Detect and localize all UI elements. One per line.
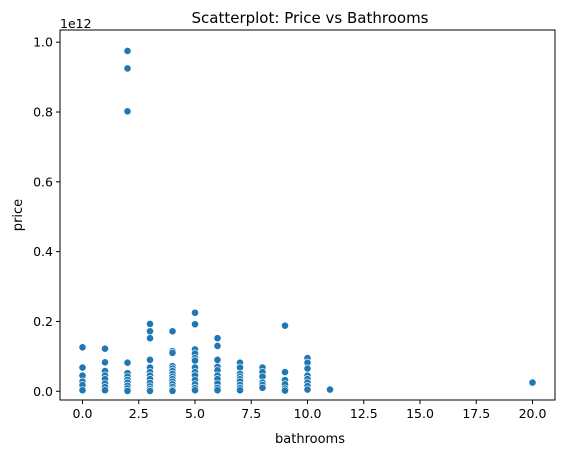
data-point	[191, 356, 199, 365]
x-tick-label: 5.0	[185, 406, 205, 421]
data-point	[146, 355, 154, 364]
x-tick-label: 20.0	[519, 406, 547, 421]
data-point	[326, 385, 334, 394]
data-point	[303, 385, 312, 394]
x-tick-label: 7.5	[241, 406, 261, 421]
x-axis-ticks: 0.0 2.5 5.0 7.5 10.0 12.5 15.0 17.5 20.0	[73, 400, 547, 421]
data-point	[123, 387, 132, 395]
x-tick-label: 0.0	[73, 406, 93, 421]
data-point	[191, 308, 199, 317]
y-tick-label: 0.2	[33, 314, 53, 329]
data-point	[213, 355, 222, 364]
data-point	[281, 368, 289, 376]
y-axis-offset-text: 1e12	[60, 16, 92, 31]
data-point	[281, 386, 289, 395]
data-point	[123, 64, 132, 73]
y-tick-label: 0.6	[33, 174, 53, 189]
data-point	[78, 343, 87, 352]
data-point	[101, 358, 109, 367]
data-point	[191, 320, 199, 329]
data-point	[123, 358, 132, 367]
x-tick-label: 15.0	[406, 406, 434, 421]
plot-frame	[59, 29, 556, 401]
data-point	[168, 387, 177, 395]
chart-title: Scatterplot: Price vs Bathrooms	[192, 9, 429, 27]
data-point	[213, 341, 222, 350]
data-point	[123, 47, 132, 55]
data-point	[101, 386, 109, 395]
data-point	[528, 378, 537, 387]
x-tick-label: 12.5	[350, 406, 378, 421]
y-tick-label: 0.4	[33, 244, 53, 259]
data-point	[123, 107, 132, 116]
y-axis-ticks: 0.0 0.2 0.4 0.6 0.8 1.0	[33, 35, 60, 399]
data-point	[168, 348, 177, 357]
data-point	[303, 364, 312, 373]
x-tick-label: 17.5	[462, 406, 490, 421]
data-point	[78, 363, 87, 372]
data-points	[78, 47, 537, 395]
y-axis-label: price	[11, 199, 26, 231]
data-point	[168, 327, 177, 336]
y-tick-label: 0.8	[33, 105, 53, 120]
x-tick-label: 10.0	[294, 406, 322, 421]
data-point	[78, 386, 87, 395]
y-tick-label: 1.0	[33, 35, 53, 50]
data-point	[146, 387, 154, 395]
x-axis-label: bathrooms	[275, 432, 345, 447]
data-point	[146, 320, 154, 328]
data-point	[236, 386, 244, 395]
data-point	[146, 327, 154, 336]
data-point	[191, 386, 199, 395]
x-tick-label: 2.5	[129, 406, 149, 421]
data-point	[101, 344, 109, 353]
y-tick-label: 0.0	[33, 384, 53, 399]
data-point	[281, 321, 289, 330]
data-point	[258, 383, 267, 392]
data-point	[213, 386, 222, 395]
data-point	[213, 334, 222, 343]
data-point	[146, 334, 154, 343]
